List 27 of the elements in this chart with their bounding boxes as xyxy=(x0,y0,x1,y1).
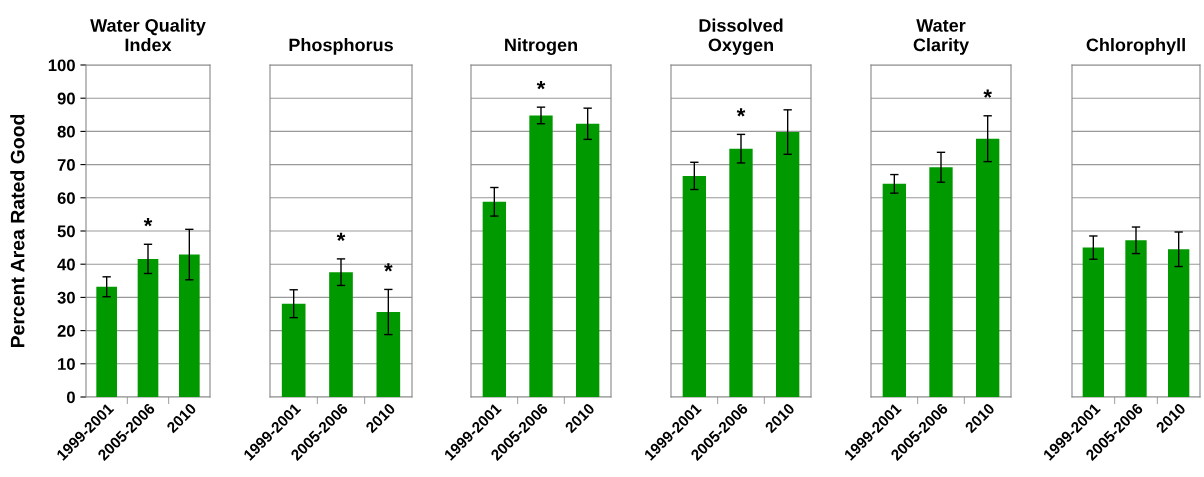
y-tick-label: 80 xyxy=(57,125,75,138)
annotation: * xyxy=(983,89,992,98)
bar xyxy=(137,258,159,397)
bar xyxy=(96,286,117,397)
annotation: * xyxy=(336,232,346,241)
y-tick-label: 40 xyxy=(57,258,75,271)
bar xyxy=(179,254,200,397)
chart-title: Chlorophyll xyxy=(1086,38,1185,55)
y-tick-label: 90 xyxy=(57,92,75,105)
y-tick-label: 70 xyxy=(57,159,75,171)
y-tick-label: 0 xyxy=(66,391,75,404)
y-axis-title: Percent Area Rated Good xyxy=(10,114,25,348)
chart-title: Water Clarity xyxy=(913,19,969,55)
chart-title: Nitrogen xyxy=(505,38,577,55)
chart-title: Water Quality Index xyxy=(90,18,206,52)
y-tick-label: 20 xyxy=(57,325,75,337)
annotation: * xyxy=(536,80,546,90)
annotation: * xyxy=(736,108,746,117)
chart-title: Phosphorus xyxy=(289,38,393,55)
chart-title: Dissolved Oxygen xyxy=(699,18,783,55)
y-tick-label: 30 xyxy=(57,291,75,304)
y-tick-label: 100 xyxy=(48,59,75,72)
y-tick-label: 50 xyxy=(57,225,75,238)
y-tick-label: 10 xyxy=(58,358,75,370)
annotation: * xyxy=(143,218,153,227)
y-tick-label: 60 xyxy=(57,192,75,204)
annotation: * xyxy=(384,263,393,272)
